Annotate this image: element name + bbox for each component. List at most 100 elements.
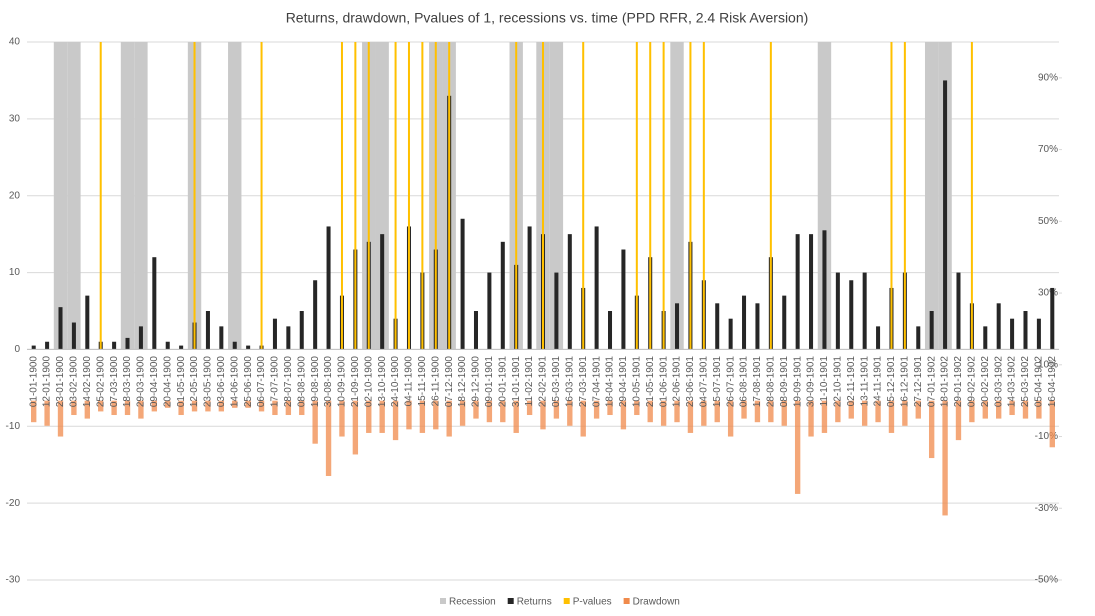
x-tick-label: 25-06-1900 (243, 356, 254, 408)
bar (232, 341, 237, 350)
bar (165, 400, 171, 408)
x-tick-label: 30-09-1901 (806, 356, 817, 408)
bar (57, 400, 64, 437)
x-tick-label: 09-02-1902 (967, 356, 978, 408)
bar (406, 400, 412, 430)
bar (219, 326, 224, 350)
bar (849, 280, 854, 350)
y-tick-label: 40 (9, 37, 21, 48)
x-tick-label: 01-05-1900 (176, 356, 187, 408)
bar (754, 400, 761, 423)
legend-label: Recession (449, 597, 496, 608)
bar (1050, 287, 1055, 350)
bar (260, 42, 263, 350)
x-tick-label: 09-04-1900 (149, 356, 160, 408)
x-tick-label: 21-09-1900 (350, 356, 361, 408)
y-tick-label: 30 (9, 113, 21, 124)
bar (286, 326, 291, 350)
x-tick-label: 16-04-1902 (1047, 356, 1058, 408)
bar (608, 311, 613, 350)
bar (312, 400, 318, 444)
bar (433, 400, 439, 430)
y2-tick-label: 10% (1038, 359, 1058, 370)
bar (71, 400, 77, 416)
bar (541, 42, 545, 350)
x-tick-label: 18-01-1902 (940, 356, 951, 408)
y2-tick-label: 50% (1038, 216, 1058, 227)
x-tick-label: 05-12-1901 (886, 356, 897, 408)
bar (943, 80, 948, 350)
bar (929, 311, 934, 350)
x-tick-label: 29-03-1900 (136, 356, 147, 408)
x-tick-label: 07-01-1902 (926, 356, 937, 408)
bar (67, 42, 81, 350)
bar (340, 42, 343, 350)
bar (205, 311, 210, 350)
bar (446, 400, 452, 437)
bar (299, 400, 305, 416)
chart-title: Returns, drawdown, Pvalues of 1, recessi… (286, 10, 809, 26)
bar (31, 345, 36, 350)
x-tick-label: 17-08-1901 (752, 356, 763, 408)
bar (727, 400, 734, 437)
bar (969, 400, 975, 423)
bar (434, 42, 437, 350)
x-tick-label: 18-03-1900 (122, 356, 133, 408)
bar (124, 400, 131, 416)
bar (890, 42, 893, 350)
bar (782, 295, 787, 350)
y2-tick-label: -10% (1035, 431, 1058, 442)
bar (500, 400, 506, 423)
bar (580, 400, 586, 437)
bar (448, 42, 451, 350)
bar (138, 400, 144, 419)
legend-label: Returns (517, 597, 552, 608)
bar (245, 400, 251, 408)
bar (903, 42, 906, 350)
bar (689, 42, 692, 350)
legend-label: Drawdown (633, 597, 680, 608)
bar (526, 400, 533, 416)
x-tick-label: 24-11-1901 (873, 356, 884, 407)
bar (769, 42, 772, 350)
y2-tick-label: 30% (1038, 288, 1058, 299)
x-tick-label: 04-11-1900 (404, 356, 415, 407)
bar (942, 400, 948, 516)
bar (111, 400, 117, 416)
bar (191, 400, 198, 412)
x-tick-label: 01-06-1901 (658, 356, 669, 408)
x-tick-label: 05-04-1902 (1034, 356, 1045, 408)
bar (45, 341, 50, 350)
x-tick-label: 23-05-1900 (203, 356, 214, 408)
bar (178, 400, 184, 416)
y-tick-label: -20 (6, 498, 21, 509)
x-tick-label: 20-02-1902 (980, 356, 991, 408)
x-tick-label: 16-03-1901 (564, 356, 575, 408)
legend-swatch (563, 598, 570, 604)
x-tick-label: 03-06-1900 (216, 356, 227, 408)
bar (193, 42, 196, 350)
bar (649, 42, 652, 350)
x-tick-label: 29-12-1900 (471, 356, 482, 408)
legend-label: P-values (573, 597, 612, 608)
y2-tick-label: -30% (1035, 503, 1058, 514)
bar (554, 272, 559, 350)
bar (687, 400, 694, 433)
x-tick-label: 27-12-1901 (913, 356, 924, 408)
x-tick-label: 27-03-1901 (578, 356, 589, 408)
bar (768, 400, 774, 423)
bar (313, 280, 318, 350)
bar (809, 234, 814, 350)
bar (367, 42, 370, 350)
x-tick-label: 13-10-1900 (377, 356, 388, 408)
bar (983, 326, 988, 350)
bar (955, 400, 962, 441)
y-tick-label: -30 (6, 575, 21, 586)
bar (500, 241, 505, 350)
bar (794, 400, 801, 494)
y2-tick-label: -50% (1035, 575, 1058, 586)
bar (1009, 400, 1015, 416)
x-tick-label: 14-02-1900 (82, 356, 93, 408)
bar (1022, 400, 1029, 419)
